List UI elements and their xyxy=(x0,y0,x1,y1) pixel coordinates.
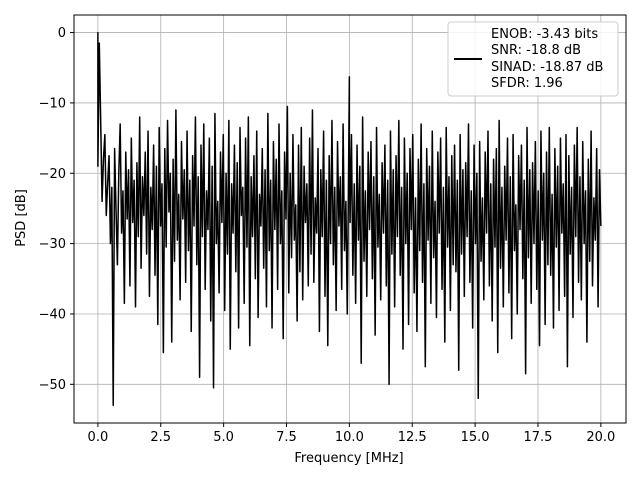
y-tick-label: −20 xyxy=(39,167,66,182)
y-axis-label: PSD [dB] xyxy=(14,189,29,247)
x-tick-label: 20.0 xyxy=(586,430,615,445)
legend-line-sinad: SINAD: -18.87 dB xyxy=(491,60,603,75)
x-tick-label: 0.0 xyxy=(88,430,109,445)
x-tick-label: 2.5 xyxy=(150,430,171,445)
x-axis-label: Frequency [MHz] xyxy=(294,451,403,466)
y-axis-ticks: 0 −10 −20 −30 −40 −50 xyxy=(39,26,74,393)
legend-box xyxy=(447,21,619,97)
legend: ENOB: -3.43 bits SNR: -18.8 dB SINAD: -1… xyxy=(447,21,619,97)
y-tick-label: −40 xyxy=(39,307,66,322)
legend-line-snr: SNR: -18.8 dB xyxy=(491,43,581,58)
x-tick-label: 5.0 xyxy=(213,430,234,445)
y-tick-label: −30 xyxy=(39,237,66,252)
y-tick-label: 0 xyxy=(58,26,66,41)
x-axis-ticks: 0.0 2.5 5.0 7.5 10.0 12.5 15.0 17.5 20.0 xyxy=(88,423,615,445)
psd-series-line xyxy=(97,31,602,407)
y-tick-label: −50 xyxy=(39,378,66,393)
y-tick-label: −10 xyxy=(39,96,66,111)
x-tick-label: 17.5 xyxy=(524,430,553,445)
legend-line-enob: ENOB: -3.43 bits xyxy=(491,27,598,42)
x-tick-label: 12.5 xyxy=(398,430,427,445)
legend-line-sfdr: SFDR: 1.96 xyxy=(491,76,563,91)
psd-series-layer xyxy=(97,31,602,407)
x-tick-label: 7.5 xyxy=(276,430,297,445)
x-tick-label: 15.0 xyxy=(461,430,490,445)
x-tick-label: 10.0 xyxy=(335,430,364,445)
plot-frame xyxy=(73,14,627,424)
